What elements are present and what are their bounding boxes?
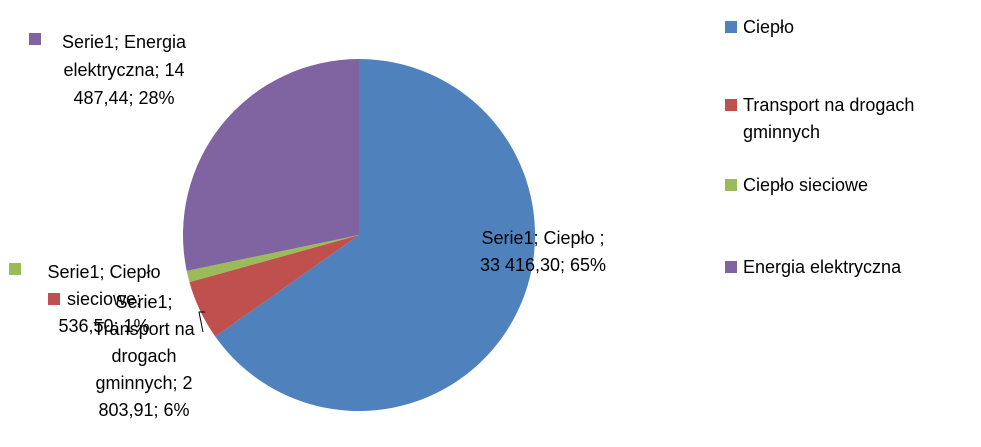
legend-item-cieplo: Ciepło bbox=[725, 17, 794, 37]
data-label-transport: Serie1; Transport na drogach gminnych; 2 803… bbox=[93, 292, 195, 420]
legend-swatch bbox=[725, 99, 737, 111]
slice-energia-elektryczna bbox=[182, 58, 359, 271]
data-label-marker-cieplo-sieciowe bbox=[9, 263, 21, 275]
legend-label: Energia elektryczna bbox=[743, 257, 902, 277]
slice-cieplo bbox=[215, 59, 536, 411]
data-label-marker-energia bbox=[29, 33, 41, 45]
legend-item-energia-elektryczna: Energia elektryczna bbox=[725, 257, 902, 277]
slice-transport bbox=[189, 235, 359, 337]
leader-line bbox=[198, 311, 205, 333]
legend-item-cieplo-sieciowe: Ciepło sieciowe bbox=[725, 175, 868, 195]
legend-swatch bbox=[725, 261, 737, 273]
data-label-cieplo: Serie1; Ciepło ; 33 416,30; 65% bbox=[480, 228, 606, 275]
legend-label: Ciepło bbox=[743, 17, 794, 37]
legend-item-transport: Transport na drogach gminnych bbox=[725, 95, 914, 142]
legend-swatch bbox=[725, 21, 737, 33]
data-label-energia-elektryczna: Serie1; Energia elektryczna; 14 487,44; 28… bbox=[62, 32, 187, 108]
slice-cieplo-sieciowe bbox=[186, 235, 359, 283]
data-label-marker-transport bbox=[48, 293, 60, 305]
data-label-cieplo-sieciowe: Serie1; Ciepło sieciowe; 536,50; 1% bbox=[47, 262, 160, 336]
legend-label: Ciepło sieciowe bbox=[743, 175, 868, 195]
legend-swatch bbox=[725, 179, 737, 191]
legend-label: Transport na drogach gminnych bbox=[743, 95, 914, 142]
